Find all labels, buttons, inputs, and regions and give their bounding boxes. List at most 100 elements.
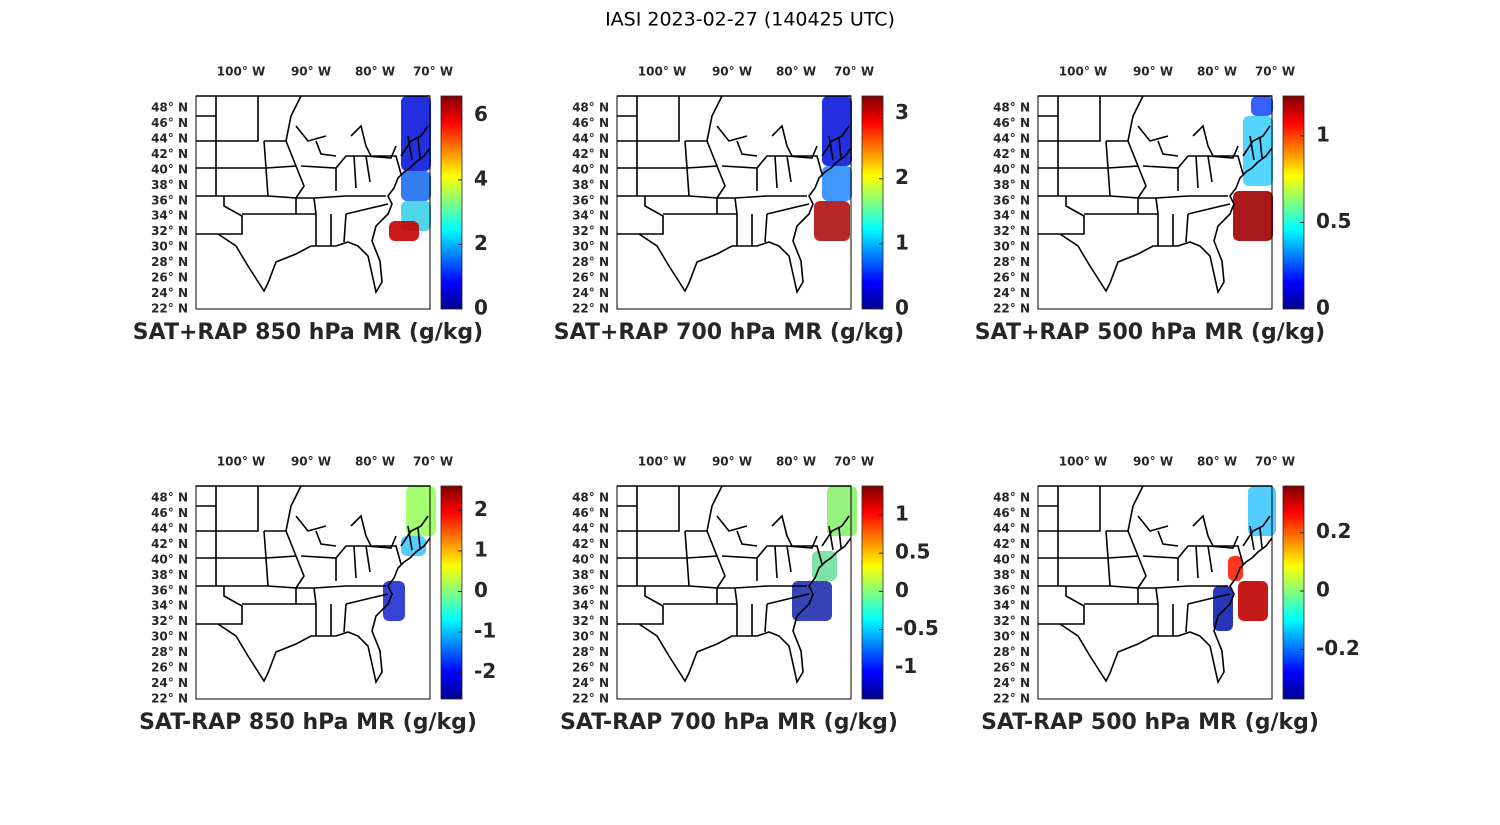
colorbar-tick-label: 1 <box>474 537 488 561</box>
lat-tick-label: 22° N <box>572 692 609 706</box>
panel-label: SAT-RAP 700 hPa MR (g/kg) <box>560 710 898 735</box>
lat-tick-label: 30° N <box>151 630 188 644</box>
lat-tick-label: 48° N <box>151 491 188 505</box>
lat-tick-label: 40° N <box>151 552 188 566</box>
panel-label: SAT-RAP 500 hPa MR (g/kg) <box>981 710 1319 735</box>
lat-tick-label: 38° N <box>572 178 609 192</box>
lat-tick-label: 40° N <box>993 162 1030 176</box>
lat-tick-label: 24° N <box>993 286 1030 300</box>
lon-tick-label: 90° W <box>1133 65 1173 79</box>
lat-tick-label: 46° N <box>151 506 188 520</box>
lat-tick-label: 48° N <box>993 491 1030 505</box>
colorbar-tick-label: 2 <box>474 231 488 255</box>
colorbar <box>440 95 463 310</box>
lat-tick-label: 36° N <box>993 583 1030 597</box>
colorbar-tick-label: 0 <box>895 296 909 320</box>
lon-tick-label: 100° W <box>638 65 686 79</box>
lon-tick-label: 80° W <box>355 65 395 79</box>
lat-tick-label: 48° N <box>151 101 188 115</box>
lat-tick-label: 26° N <box>572 661 609 675</box>
lat-tick-label: 42° N <box>572 537 609 551</box>
lat-tick-label: 46° N <box>993 116 1030 130</box>
lat-tick-label: 24° N <box>572 676 609 690</box>
satellite-swath <box>401 96 431 171</box>
satellite-swath <box>1243 116 1273 186</box>
panel-label: SAT+RAP 850 hPa MR (g/kg) <box>133 320 483 345</box>
lon-tick-label: 80° W <box>1197 65 1237 79</box>
lat-tick-label: 32° N <box>572 614 609 628</box>
lat-tick-label: 34° N <box>993 209 1030 223</box>
colorbar-tick-label: 0.5 <box>895 540 930 564</box>
lon-tick-label: 70° W <box>834 65 874 79</box>
colorbar-tick-label: 1 <box>895 230 909 254</box>
lat-tick-label: 30° N <box>572 630 609 644</box>
lat-tick-label: 42° N <box>572 147 609 161</box>
lat-tick-label: 28° N <box>993 255 1030 269</box>
lat-tick-label: 28° N <box>572 645 609 659</box>
lon-tick-label: 70° W <box>1255 65 1295 79</box>
colorbar-tick-label: 0 <box>1316 578 1330 602</box>
colorbar-tick-label: 0 <box>474 578 488 602</box>
colorbar-tick-label: -1 <box>474 619 496 643</box>
lon-tick-label: 90° W <box>712 455 752 469</box>
lat-tick-label: 32° N <box>151 614 188 628</box>
lon-tick-label: 70° W <box>1255 455 1295 469</box>
lat-tick-label: 24° N <box>151 676 188 690</box>
lon-tick-label: 100° W <box>1059 65 1107 79</box>
lat-tick-label: 26° N <box>151 271 188 285</box>
panel-label: SAT+RAP 500 hPa MR (g/kg) <box>975 320 1325 345</box>
lon-tick-label: 70° W <box>413 455 453 469</box>
lat-tick-label: 40° N <box>572 162 609 176</box>
satellite-swath <box>822 96 852 166</box>
lat-tick-label: 40° N <box>572 552 609 566</box>
lat-tick-label: 26° N <box>993 661 1030 675</box>
map-panel: 100° W 90° W 80° W 70° W 48° N46° N44° N 42° … <box>133 65 488 346</box>
lat-tick-label: 30° N <box>151 240 188 254</box>
lat-tick-label: 38° N <box>993 178 1030 192</box>
satellite-swath <box>822 166 852 201</box>
panel-label: SAT-RAP 850 hPa MR (g/kg) <box>139 710 477 735</box>
colorbar-tick-label: -1 <box>895 654 917 678</box>
lat-tick-label: 30° N <box>572 240 609 254</box>
lon-tick-label: 90° W <box>291 65 331 79</box>
lat-tick-label: 46° N <box>572 116 609 130</box>
lat-tick-label: 38° N <box>151 568 188 582</box>
lat-tick-label: 44° N <box>993 521 1030 535</box>
lat-tick-label: 22° N <box>993 692 1030 706</box>
lat-tick-label: 28° N <box>993 645 1030 659</box>
lon-tick-label: 100° W <box>217 455 265 469</box>
satellite-swath <box>814 201 850 241</box>
satellite-swath <box>406 486 436 536</box>
map-background <box>617 96 851 309</box>
lat-tick-label: 28° N <box>151 255 188 269</box>
lat-tick-label: 48° N <box>572 101 609 115</box>
map-panel: 100° W 90° W 80° W 70° W 48° N46° N44° N 42° … <box>975 65 1352 346</box>
lon-tick-label: 70° W <box>834 455 874 469</box>
lat-tick-label: 34° N <box>572 209 609 223</box>
lat-tick-label: 40° N <box>993 552 1030 566</box>
colorbar-tick-label: 0.2 <box>1316 519 1351 543</box>
lat-tick-label: 34° N <box>993 599 1030 613</box>
lat-tick-label: 32° N <box>993 614 1030 628</box>
lat-tick-label: 36° N <box>572 193 609 207</box>
map-panel: 100° W 90° W 80° W 70° W 48° N46° N44° N 42° … <box>554 65 909 346</box>
lat-tick-label: 24° N <box>993 676 1030 690</box>
map-panel: 100° W 90° W 80° W 70° W 48° N46° N44° N 42° … <box>139 455 496 736</box>
lon-tick-label: 100° W <box>638 455 686 469</box>
lat-tick-label: 22° N <box>572 302 609 316</box>
satellite-swath <box>827 486 857 536</box>
lon-tick-label: 70° W <box>413 65 453 79</box>
satellite-swath <box>383 581 405 621</box>
lat-tick-label: 36° N <box>151 583 188 597</box>
colorbar <box>861 485 884 700</box>
satellite-swath <box>401 171 431 201</box>
colorbar-tick-label: 2 <box>895 165 909 189</box>
lat-tick-label: 34° N <box>572 599 609 613</box>
lat-tick-label: 38° N <box>151 178 188 192</box>
colorbar-tick-label: 6 <box>474 102 488 126</box>
lat-tick-label: 36° N <box>151 193 188 207</box>
map-panel: 100° W 90° W 80° W 70° W 48° N46° N44° N 42° … <box>560 455 939 736</box>
lat-tick-label: 44° N <box>572 521 609 535</box>
colorbar-tick-label: 1 <box>895 502 909 526</box>
